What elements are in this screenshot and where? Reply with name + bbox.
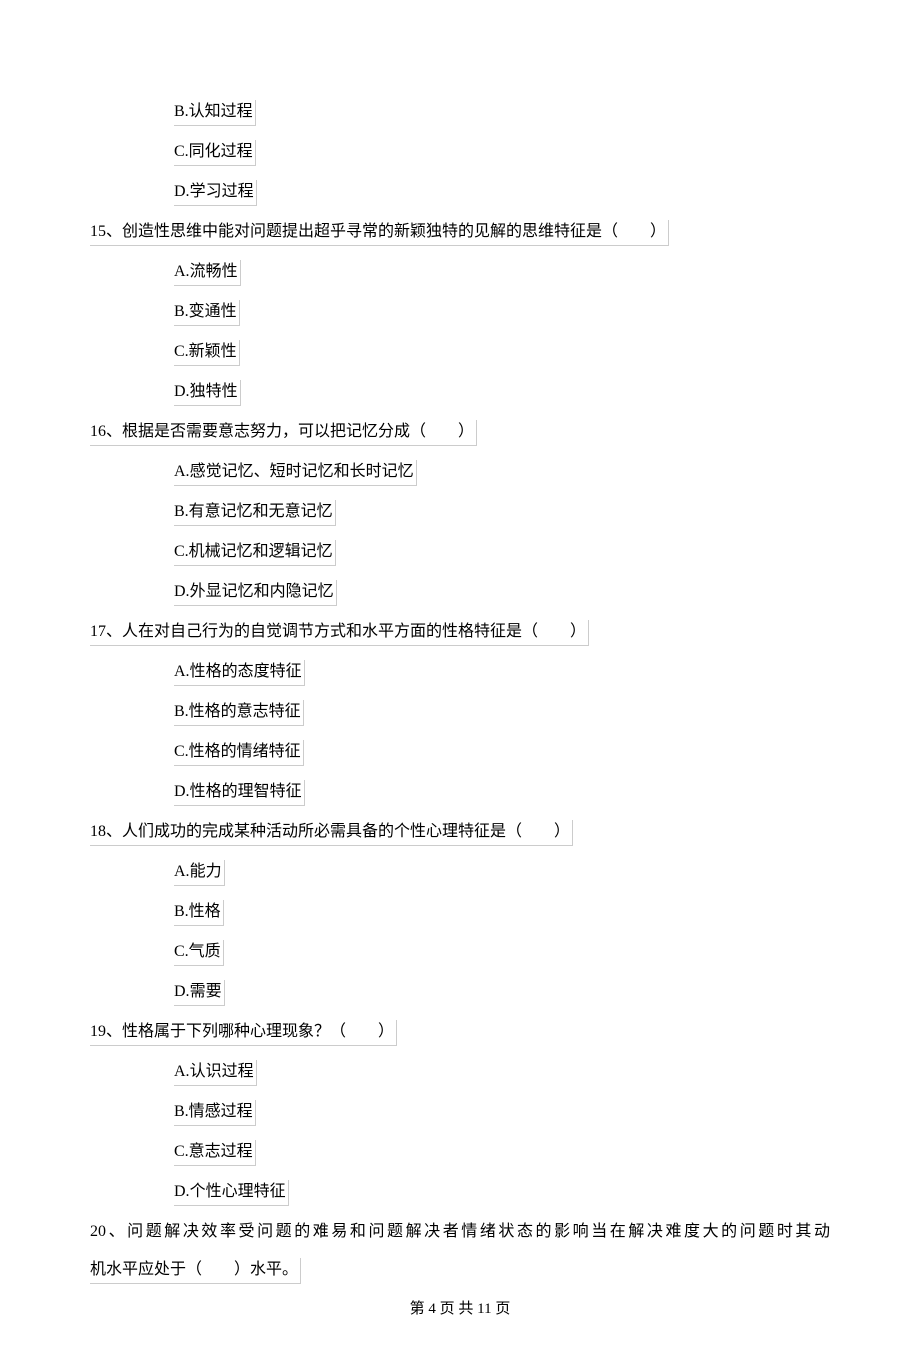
option-18a: A.能力 — [90, 860, 830, 886]
option-text: D.外显记忆和内隐记忆 — [174, 580, 337, 606]
question-text: 15、创造性思维中能对问题提出超乎寻常的新颖独特的见解的思维特征是（ ） — [90, 220, 669, 246]
option-text: C.性格的情绪特征 — [174, 740, 304, 766]
option-text: D.独特性 — [174, 380, 241, 406]
option-15a: A.流畅性 — [90, 260, 830, 286]
option-17b: B.性格的意志特征 — [90, 700, 830, 726]
document-page: B.认知过程 C.同化过程 D.学习过程 15、创造性思维中能对问题提出超乎寻常… — [0, 0, 920, 1358]
option-text: C.同化过程 — [174, 140, 256, 166]
option-text: C.意志过程 — [174, 1140, 256, 1166]
question-20-line1: 20、问题解决效率受问题的难易和问题解决者情绪状态的影响当在解决难度大的问题时其… — [90, 1220, 830, 1244]
option-text: C.机械记忆和逻辑记忆 — [174, 540, 336, 566]
page-footer: 第 4 页 共 11 页 — [0, 1297, 920, 1318]
option-text: B.有意记忆和无意记忆 — [174, 500, 336, 526]
option-text: B.性格的意志特征 — [174, 700, 304, 726]
orphan-option: C.同化过程 — [90, 140, 830, 166]
option-17d: D.性格的理智特征 — [90, 780, 830, 806]
option-15b: B.变通性 — [90, 300, 830, 326]
question-17: 17、人在对自己行为的自觉调节方式和水平方面的性格特征是（ ） — [90, 620, 830, 646]
option-text: B.认知过程 — [174, 100, 256, 126]
question-20-line2: 机水平应处于（ ）水平。 — [90, 1258, 830, 1284]
option-text: B.变通性 — [174, 300, 240, 326]
option-19b: B.情感过程 — [90, 1100, 830, 1126]
option-16b: B.有意记忆和无意记忆 — [90, 500, 830, 526]
question-text: 机水平应处于（ ）水平。 — [90, 1258, 301, 1284]
option-text: C.气质 — [174, 940, 224, 966]
option-text: A.能力 — [174, 860, 225, 886]
question-text: 18、人们成功的完成某种活动所必需具备的个性心理特征是（ ） — [90, 820, 573, 846]
option-19d: D.个性心理特征 — [90, 1180, 830, 1206]
option-text: D.学习过程 — [174, 180, 257, 206]
orphan-option: B.认知过程 — [90, 100, 830, 126]
option-16d: D.外显记忆和内隐记忆 — [90, 580, 830, 606]
question-15: 15、创造性思维中能对问题提出超乎寻常的新颖独特的见解的思维特征是（ ） — [90, 220, 830, 246]
option-text: B.性格 — [174, 900, 224, 926]
option-text: D.性格的理智特征 — [174, 780, 305, 806]
option-text: C.新颖性 — [174, 340, 240, 366]
option-15d: D.独特性 — [90, 380, 830, 406]
option-18d: D.需要 — [90, 980, 830, 1006]
question-text: 19、性格属于下列哪种心理现象？（ ） — [90, 1020, 397, 1046]
question-text: 16、根据是否需要意志努力，可以把记忆分成（ ） — [90, 420, 477, 446]
option-text: D.个性心理特征 — [174, 1180, 289, 1206]
option-16a: A.感觉记忆、短时记忆和长时记忆 — [90, 460, 830, 486]
question-19: 19、性格属于下列哪种心理现象？（ ） — [90, 1020, 830, 1046]
page-number: 第 4 页 共 11 页 — [410, 1301, 511, 1317]
option-text: A.流畅性 — [174, 260, 241, 286]
option-18c: C.气质 — [90, 940, 830, 966]
option-text: A.认识过程 — [174, 1060, 257, 1086]
orphan-option: D.学习过程 — [90, 180, 830, 206]
option-19a: A.认识过程 — [90, 1060, 830, 1086]
option-17c: C.性格的情绪特征 — [90, 740, 830, 766]
question-18: 18、人们成功的完成某种活动所必需具备的个性心理特征是（ ） — [90, 820, 830, 846]
option-text: D.需要 — [174, 980, 225, 1006]
option-16c: C.机械记忆和逻辑记忆 — [90, 540, 830, 566]
option-17a: A.性格的态度特征 — [90, 660, 830, 686]
option-text: B.情感过程 — [174, 1100, 256, 1126]
option-text: A.感觉记忆、短时记忆和长时记忆 — [174, 460, 417, 486]
question-text: 17、人在对自己行为的自觉调节方式和水平方面的性格特征是（ ） — [90, 620, 589, 646]
option-text: A.性格的态度特征 — [174, 660, 305, 686]
option-19c: C.意志过程 — [90, 1140, 830, 1166]
option-18b: B.性格 — [90, 900, 830, 926]
question-16: 16、根据是否需要意志努力，可以把记忆分成（ ） — [90, 420, 830, 446]
question-text: 20、问题解决效率受问题的难易和问题解决者情绪状态的影响当在解决难度大的问题时其… — [90, 1223, 830, 1240]
option-15c: C.新颖性 — [90, 340, 830, 366]
